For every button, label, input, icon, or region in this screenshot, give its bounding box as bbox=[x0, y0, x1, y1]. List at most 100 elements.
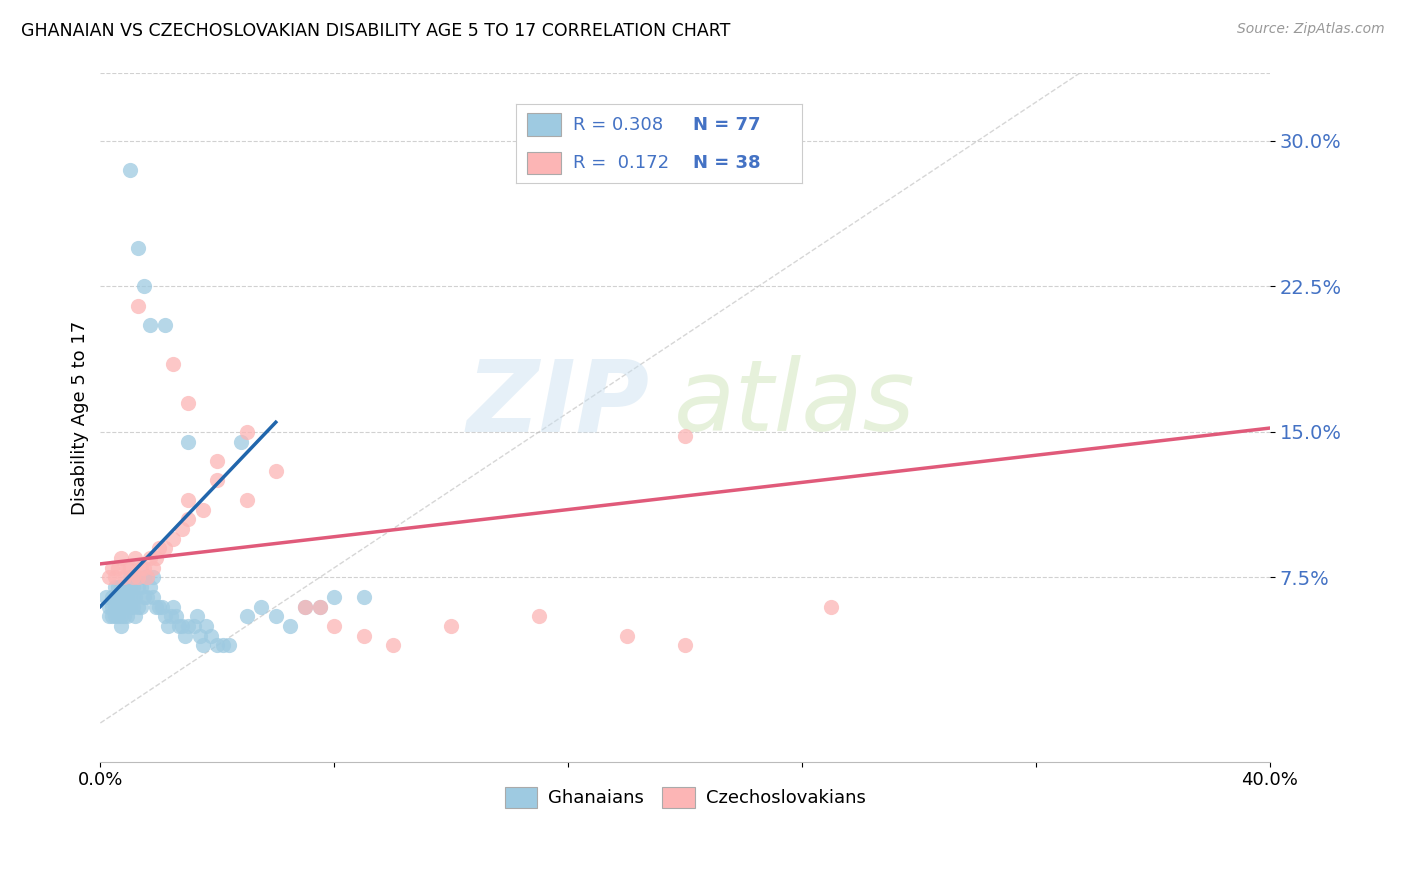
Point bbox=[115, 560, 138, 574]
Point bbox=[110, 551, 132, 566]
Point bbox=[107, 609, 129, 624]
Point bbox=[527, 609, 550, 624]
Point bbox=[673, 429, 696, 443]
Point bbox=[112, 590, 135, 604]
Point bbox=[121, 599, 143, 614]
Point bbox=[98, 609, 121, 624]
Point bbox=[134, 279, 156, 293]
Point bbox=[115, 580, 138, 594]
Point bbox=[127, 580, 149, 594]
Point bbox=[127, 570, 149, 584]
Point bbox=[169, 619, 191, 633]
Point bbox=[207, 474, 229, 488]
Point bbox=[139, 580, 162, 594]
Point bbox=[124, 609, 146, 624]
Point bbox=[129, 580, 152, 594]
Point bbox=[308, 599, 330, 614]
Point bbox=[127, 241, 149, 255]
Point bbox=[129, 599, 152, 614]
Point bbox=[148, 541, 170, 556]
Point bbox=[323, 619, 346, 633]
Y-axis label: Disability Age 5 to 17: Disability Age 5 to 17 bbox=[72, 320, 89, 515]
Point bbox=[110, 619, 132, 633]
Point bbox=[212, 638, 235, 652]
Point bbox=[191, 638, 214, 652]
Legend: Ghanaians, Czechoslovakians: Ghanaians, Czechoslovakians bbox=[498, 780, 873, 814]
Point bbox=[98, 599, 121, 614]
Point bbox=[101, 609, 124, 624]
Point bbox=[104, 590, 127, 604]
Point bbox=[177, 512, 200, 526]
Point bbox=[207, 454, 229, 468]
Point bbox=[107, 580, 129, 594]
Point bbox=[118, 570, 141, 584]
Point bbox=[142, 590, 165, 604]
Point bbox=[107, 560, 129, 574]
Point bbox=[110, 590, 132, 604]
Point bbox=[142, 570, 165, 584]
Point bbox=[127, 599, 149, 614]
Point bbox=[139, 318, 162, 333]
Point bbox=[174, 629, 197, 643]
Point bbox=[200, 629, 222, 643]
Point bbox=[323, 590, 346, 604]
Point bbox=[115, 609, 138, 624]
Point bbox=[145, 599, 167, 614]
Point bbox=[118, 590, 141, 604]
Point bbox=[153, 318, 176, 333]
Point bbox=[124, 551, 146, 566]
Point bbox=[353, 629, 375, 643]
Point bbox=[153, 609, 176, 624]
Point bbox=[104, 570, 127, 584]
Point bbox=[156, 619, 179, 633]
Point bbox=[101, 560, 124, 574]
Point bbox=[115, 590, 138, 604]
Point bbox=[118, 163, 141, 178]
Point bbox=[134, 560, 156, 574]
Point bbox=[165, 609, 187, 624]
Point bbox=[96, 590, 118, 604]
Point bbox=[139, 551, 162, 566]
Point bbox=[112, 609, 135, 624]
Point bbox=[381, 638, 404, 652]
Point bbox=[124, 590, 146, 604]
Point bbox=[104, 599, 127, 614]
Point bbox=[162, 357, 184, 371]
Text: GHANAIAN VS CZECHOSLOVAKIAN DISABILITY AGE 5 TO 17 CORRELATION CHART: GHANAIAN VS CZECHOSLOVAKIAN DISABILITY A… bbox=[21, 22, 731, 40]
Point bbox=[112, 599, 135, 614]
Point bbox=[134, 590, 156, 604]
Point bbox=[104, 580, 127, 594]
Point bbox=[177, 396, 200, 410]
Point bbox=[616, 629, 638, 643]
Point bbox=[121, 570, 143, 584]
Point bbox=[129, 560, 152, 574]
Point bbox=[121, 580, 143, 594]
Point bbox=[177, 492, 200, 507]
Point bbox=[118, 599, 141, 614]
Point bbox=[124, 570, 146, 584]
Point bbox=[235, 609, 257, 624]
Point bbox=[107, 590, 129, 604]
Point bbox=[177, 619, 200, 633]
Point bbox=[110, 580, 132, 594]
Point bbox=[172, 522, 194, 536]
Point bbox=[207, 638, 229, 652]
Point bbox=[110, 609, 132, 624]
Point bbox=[118, 560, 141, 574]
Point bbox=[127, 299, 149, 313]
Point bbox=[136, 570, 159, 584]
Point bbox=[235, 425, 257, 439]
Point bbox=[104, 609, 127, 624]
Point bbox=[186, 609, 208, 624]
Point bbox=[264, 464, 287, 478]
Point bbox=[294, 599, 316, 614]
Point bbox=[118, 580, 141, 594]
Point bbox=[110, 599, 132, 614]
Point bbox=[115, 599, 138, 614]
Point bbox=[112, 570, 135, 584]
Point bbox=[159, 609, 181, 624]
Point bbox=[101, 590, 124, 604]
Text: ZIP: ZIP bbox=[467, 355, 650, 452]
Point bbox=[162, 532, 184, 546]
Point bbox=[98, 570, 121, 584]
